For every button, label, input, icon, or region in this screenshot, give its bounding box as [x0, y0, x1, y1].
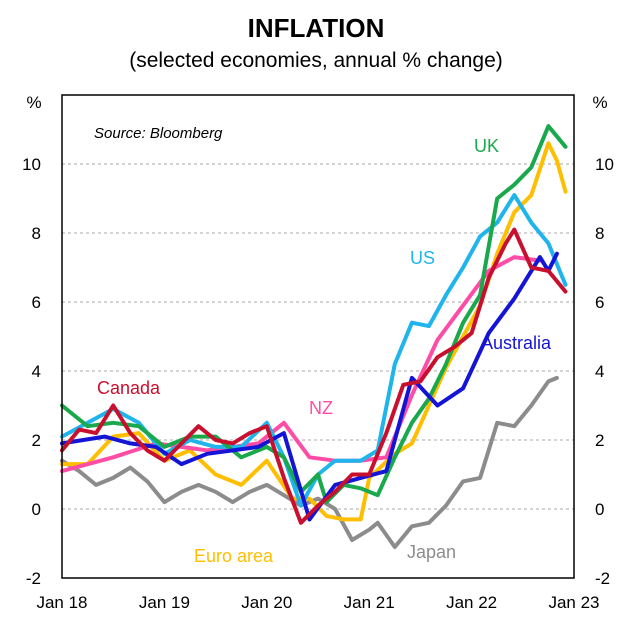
y-tick-label: 4: [32, 362, 41, 381]
y-tick-label-right: 2: [595, 431, 604, 450]
y-tick-label-right: 8: [595, 224, 604, 243]
x-tick-label: Jan 19: [139, 593, 190, 612]
series-line-canada: [60, 227, 568, 525]
series-line-australia: [60, 251, 559, 522]
y-tick-label-right: 0: [595, 500, 604, 519]
series-label-uk: UK: [474, 136, 499, 156]
y-tick-label-right: 6: [595, 293, 604, 312]
series-label-australia: Australia: [481, 333, 552, 353]
series-label-japan: Japan: [407, 542, 456, 562]
y-tick-label: 6: [32, 293, 41, 312]
x-tick-label: Jan 21: [344, 593, 395, 612]
y-tick-label: 10: [22, 155, 41, 174]
y-tick-label: 8: [32, 224, 41, 243]
x-tick-label: Jan 18: [36, 593, 87, 612]
x-tick-label: Jan 22: [446, 593, 497, 612]
y-tick-label: 2: [32, 431, 41, 450]
plot-frame: [61, 94, 575, 579]
x-tick-label: Jan 20: [241, 593, 292, 612]
chart-title: INFLATION: [248, 13, 385, 43]
series-lines: [60, 124, 568, 549]
source-note: Source: Bloomberg: [94, 125, 223, 142]
y-tick-label: -2: [26, 569, 41, 588]
y-tick-label: 0: [32, 500, 41, 519]
y-tick-label-right: -2: [595, 569, 610, 588]
series-line-japan: [60, 375, 559, 549]
y-axis-unit-left: %: [26, 93, 41, 112]
y-tick-labels-right: -2 0 2 4 6 8 10: [595, 155, 614, 588]
series-label-canada: Canada: [97, 378, 161, 398]
x-tick-labels: Jan 18 Jan 19 Jan 20 Jan 21 Jan 22 Jan 23: [36, 593, 599, 612]
series-labels: UK US Australia Canada NZ Euro area Japan: [97, 136, 552, 566]
y-tick-label-right: 10: [595, 155, 614, 174]
series-label-us: US: [410, 248, 435, 268]
series-label-euro-area: Euro area: [194, 546, 274, 566]
y-axis-unit-right: %: [592, 93, 607, 112]
y-tick-label-right: 4: [595, 362, 604, 381]
series-label-nz: NZ: [309, 398, 333, 418]
y-tick-labels-left: -2 0 2 4 6 8 10: [22, 155, 41, 588]
x-tick-label: Jan 23: [548, 593, 599, 612]
chart-subtitle: (selected economies, annual % change): [129, 49, 503, 72]
